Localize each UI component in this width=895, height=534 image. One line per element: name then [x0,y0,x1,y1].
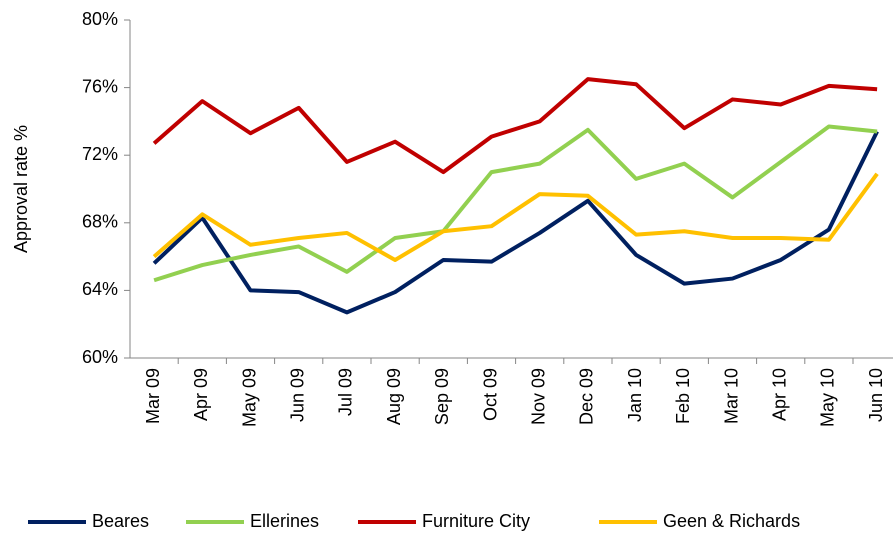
x-tick-label: Mar 10 [721,368,741,424]
y-tick-label: 80% [82,9,118,29]
series-line [152,130,879,315]
x-tick-label: Sep 09 [432,368,452,425]
legend-label: Beares [92,511,149,531]
x-tick-label: May 10 [818,368,838,427]
legend-label: Ellerines [250,511,319,531]
x-tick-label: Jan 10 [625,368,645,422]
y-axis-label: Approval rate % [11,125,31,253]
y-tick-label: 76% [82,76,118,96]
legend: Beares Ellerines Furniture City Geen & Rich… [28,511,800,531]
x-tick-label: Jun 10 [866,368,886,422]
legend-label: Geen & Richards [663,511,800,531]
x-tick-label: Oct 09 [480,368,500,421]
x-tick-label: Apr 09 [191,368,211,421]
y-tick-label: 64% [82,279,118,299]
series-line [152,77,878,175]
x-tick-label: Jul 09 [336,368,356,416]
x-tick-label: Nov 09 [528,368,548,425]
x-tick-label: Jun 09 [287,368,307,422]
x-tick-label: Aug 09 [384,368,404,425]
x-tick-label: Mar 09 [143,368,163,424]
y-tick-label: 60% [82,347,118,367]
y-tick-label: 72% [82,144,118,164]
x-tick-label: Apr 10 [769,368,789,421]
x-tick-label: Dec 09 [577,368,597,425]
x-tick-label: Feb 10 [673,368,693,424]
legend-label: Furniture City [422,511,530,531]
series-line [153,124,878,283]
y-tick-label: 68% [82,212,118,232]
series-line [152,172,879,262]
x-tick-label: May 09 [239,368,259,427]
